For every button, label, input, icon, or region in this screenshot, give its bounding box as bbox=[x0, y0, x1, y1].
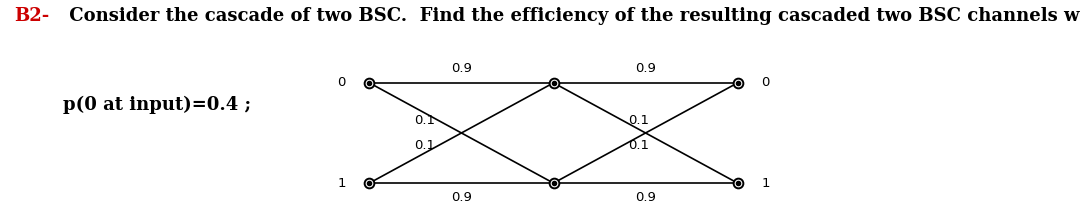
Text: 0: 0 bbox=[338, 76, 346, 89]
Text: 0.9: 0.9 bbox=[635, 62, 656, 75]
Text: 0.9: 0.9 bbox=[451, 191, 472, 204]
Text: 0.1: 0.1 bbox=[414, 138, 435, 151]
Text: 0.1: 0.1 bbox=[629, 114, 649, 127]
Text: 0.9: 0.9 bbox=[451, 62, 472, 75]
Text: 1: 1 bbox=[761, 177, 770, 190]
Text: 0.1: 0.1 bbox=[629, 138, 649, 151]
Text: 1: 1 bbox=[337, 177, 346, 190]
Text: p(0 at input)=0.4 ;: p(0 at input)=0.4 ; bbox=[63, 95, 251, 114]
Text: 0.1: 0.1 bbox=[414, 114, 435, 127]
Text: B2-: B2- bbox=[14, 7, 50, 25]
Text: Consider the cascade of two BSC.  Find the efficiency of the resulting cascaded : Consider the cascade of two BSC. Find th… bbox=[63, 7, 1080, 25]
Text: 0.9: 0.9 bbox=[635, 191, 656, 204]
Text: 0: 0 bbox=[761, 76, 769, 89]
